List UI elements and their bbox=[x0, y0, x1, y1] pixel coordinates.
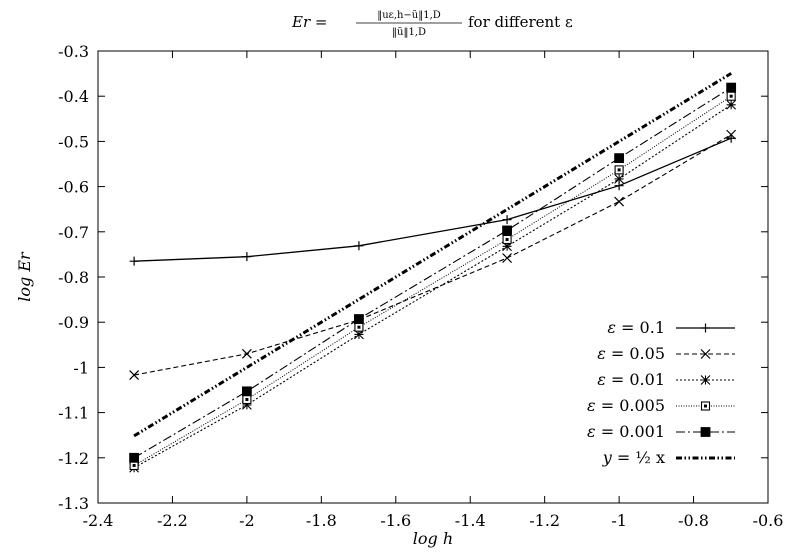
y-axis-label: log Er bbox=[15, 251, 34, 302]
series-2 bbox=[129, 99, 737, 473]
legend-text: = 0.01 bbox=[606, 370, 665, 389]
data-point bbox=[614, 196, 625, 207]
legend-symbol: ε bbox=[587, 422, 596, 441]
legend-marker bbox=[700, 349, 711, 359]
y-tick-label: -1.1 bbox=[58, 404, 89, 423]
data-point-center bbox=[505, 237, 509, 241]
legend-marker-center bbox=[704, 404, 707, 408]
data-point bbox=[726, 129, 737, 140]
x-tick-label: -2.4 bbox=[83, 511, 114, 530]
plot-frame bbox=[97, 50, 769, 504]
legend-item: ε = 0.001 bbox=[587, 422, 735, 441]
legend-item: ε = 0.01 bbox=[597, 370, 735, 389]
legend-marker bbox=[700, 375, 711, 385]
title-lhs: Er = bbox=[291, 13, 327, 31]
legend-symbol: ε bbox=[587, 396, 596, 415]
x-tick-label: -1.8 bbox=[306, 511, 337, 530]
data-point-center bbox=[729, 94, 733, 98]
x-tick-label: -1.4 bbox=[455, 511, 486, 530]
data-point-center bbox=[617, 168, 621, 172]
series-line bbox=[133, 95, 732, 466]
x-tick-label: -1.2 bbox=[529, 511, 560, 530]
legend-text: = 0.05 bbox=[606, 344, 665, 363]
y-tick-label: -1.3 bbox=[58, 494, 89, 513]
y-tick-label: -0.9 bbox=[58, 313, 89, 332]
x-tick-label: -2 bbox=[239, 511, 255, 530]
data-point bbox=[129, 452, 140, 463]
data-point bbox=[129, 370, 140, 381]
data-point-center bbox=[357, 325, 361, 329]
legend-marker bbox=[700, 427, 711, 437]
y-tick-label: -0.3 bbox=[58, 42, 89, 61]
data-point bbox=[614, 153, 625, 164]
y-tick-label: -1.2 bbox=[58, 449, 89, 468]
legend-item: ε = 0.05 bbox=[597, 344, 735, 363]
legend-text: = 0.1 bbox=[616, 318, 665, 337]
data-point bbox=[502, 215, 512, 225]
series-5 bbox=[133, 72, 732, 438]
data-point bbox=[354, 314, 364, 324]
series-line bbox=[134, 137, 732, 262]
y-tick-label: -0.4 bbox=[58, 87, 89, 106]
data-point-center bbox=[245, 397, 249, 401]
x-axis-label: log h bbox=[413, 529, 453, 548]
y-axis: -0.3 -0.4 -0.5 -0.6 -0.7 -0.8 -0.9 -1 -1.1 -1.2 -1… bbox=[58, 42, 768, 513]
series-3 bbox=[129, 91, 736, 471]
legend-label: ε = 0.01 bbox=[597, 370, 665, 389]
series-layer bbox=[129, 72, 737, 473]
series-line bbox=[133, 87, 732, 459]
data-point bbox=[502, 225, 512, 236]
legend-label: ε = 0.005 bbox=[587, 396, 665, 415]
series-line bbox=[133, 72, 732, 438]
data-point-center bbox=[132, 463, 136, 467]
data-point bbox=[726, 99, 737, 110]
y-tick-label: -0.7 bbox=[58, 223, 89, 242]
series-line bbox=[133, 134, 732, 376]
y-tick-label: -0.8 bbox=[58, 268, 89, 287]
legend-item: ε = 0.005 bbox=[587, 396, 735, 415]
legend-text: = ½ x bbox=[612, 448, 665, 467]
x-axis: -2.4 -2.2 -2 -1.8 -1.6 -1.4 -1.2 -1 -0.8 -0.6 bbox=[83, 51, 784, 530]
legend-label: y = ½ x bbox=[602, 448, 665, 467]
data-point bbox=[614, 174, 624, 184]
y-tick-label: -1 bbox=[73, 358, 89, 377]
data-point bbox=[241, 348, 252, 359]
x-tick-label: -1.6 bbox=[380, 511, 411, 530]
x-tick-label: -0.8 bbox=[678, 511, 709, 530]
y-tick-label: -0.5 bbox=[58, 132, 89, 151]
x-tick-label: -0.6 bbox=[753, 511, 784, 530]
data-point bbox=[242, 400, 252, 410]
legend-label: ε = 0.1 bbox=[607, 318, 665, 337]
data-point bbox=[241, 386, 252, 397]
legend-item: y = ½ x bbox=[602, 448, 735, 467]
data-point bbox=[354, 329, 364, 340]
x-tick-label: -1 bbox=[611, 511, 627, 530]
chart-title: Er = ‖uε,h−ũ‖1,D ‖ũ‖1,D for different ε bbox=[291, 10, 573, 38]
data-point bbox=[502, 253, 512, 263]
legend-text: = 0.001 bbox=[596, 422, 665, 441]
legend-label: ε = 0.001 bbox=[587, 422, 665, 441]
data-point bbox=[129, 256, 139, 266]
title-suffix: for different ε bbox=[468, 13, 573, 31]
title-numerator: ‖uε,h−ũ‖1,D bbox=[377, 10, 441, 21]
legend-marker bbox=[701, 323, 710, 333]
data-point bbox=[502, 241, 512, 252]
series-0 bbox=[129, 133, 736, 266]
series-4 bbox=[129, 82, 737, 463]
legend-symbol: ε bbox=[597, 370, 606, 389]
x-tick-label: -2.2 bbox=[157, 511, 188, 530]
legend-symbol: y bbox=[602, 448, 613, 467]
legend-symbol: ε bbox=[607, 318, 616, 337]
data-point bbox=[242, 252, 252, 262]
legend-symbol: ε bbox=[597, 344, 606, 363]
title-denominator: ‖ũ‖1,D bbox=[392, 27, 426, 38]
data-point bbox=[354, 241, 364, 251]
legend-text: = 0.005 bbox=[596, 396, 665, 415]
data-point bbox=[726, 82, 737, 93]
legend-label: ε = 0.05 bbox=[597, 344, 665, 363]
legend-item: ε = 0.1 bbox=[607, 318, 735, 337]
y-tick-label: -0.6 bbox=[58, 178, 89, 197]
